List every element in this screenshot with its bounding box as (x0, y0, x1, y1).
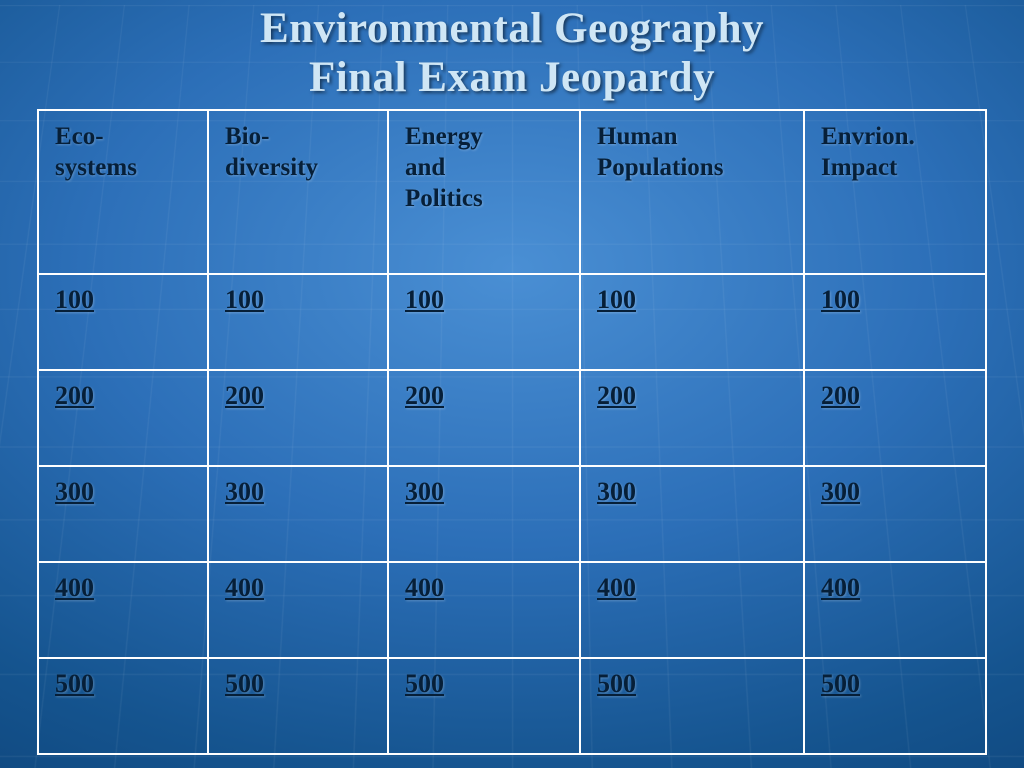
cell-energy-300[interactable]: 300 (405, 477, 444, 506)
page-title: Environmental Geography Final Exam Jeopa… (260, 4, 764, 103)
value-row-500: 500 500 500 500 500 (38, 658, 986, 754)
cell-impact-400[interactable]: 400 (821, 573, 860, 602)
category-row: Eco- systems Bio- diversity Energy and P… (38, 110, 986, 274)
cell-energy-200[interactable]: 200 (405, 381, 444, 410)
category-header-biodiversity: Bio- diversity (208, 110, 388, 274)
cell-human-100[interactable]: 100 (597, 285, 636, 314)
cell-human-200[interactable]: 200 (597, 381, 636, 410)
cell-impact-500[interactable]: 500 (821, 669, 860, 698)
cell-energy-500[interactable]: 500 (405, 669, 444, 698)
cell-biodiversity-500[interactable]: 500 (225, 669, 264, 698)
cell-ecosystems-100[interactable]: 100 (55, 285, 94, 314)
cell-impact-300[interactable]: 300 (821, 477, 860, 506)
cell-biodiversity-400[interactable]: 400 (225, 573, 264, 602)
cell-biodiversity-300[interactable]: 300 (225, 477, 264, 506)
cell-impact-200[interactable]: 200 (821, 381, 860, 410)
title-line-1: Environmental Geography (260, 5, 764, 52)
value-row-300: 300 300 300 300 300 (38, 466, 986, 562)
value-row-100: 100 100 100 100 100 (38, 274, 986, 370)
cell-ecosystems-500[interactable]: 500 (55, 669, 94, 698)
cell-ecosystems-300[interactable]: 300 (55, 477, 94, 506)
category-header-energy-politics: Energy and Politics (388, 110, 580, 274)
cell-energy-100[interactable]: 100 (405, 285, 444, 314)
cell-human-400[interactable]: 400 (597, 573, 636, 602)
jeopardy-slide: Environmental Geography Final Exam Jeopa… (0, 0, 1024, 768)
title-line-2: Final Exam Jeopardy (309, 54, 715, 101)
board-body: 100 100 100 100 100 200 200 200 200 200 … (38, 274, 986, 754)
cell-impact-100[interactable]: 100 (821, 285, 860, 314)
cell-energy-400[interactable]: 400 (405, 573, 444, 602)
cell-biodiversity-100[interactable]: 100 (225, 285, 264, 314)
category-header-environmental-impact: Envrion. Impact (804, 110, 986, 274)
cell-human-300[interactable]: 300 (597, 477, 636, 506)
cell-human-500[interactable]: 500 (597, 669, 636, 698)
cell-biodiversity-200[interactable]: 200 (225, 381, 264, 410)
value-row-200: 200 200 200 200 200 (38, 370, 986, 466)
value-row-400: 400 400 400 400 400 (38, 562, 986, 658)
cell-ecosystems-400[interactable]: 400 (55, 573, 94, 602)
category-header-human-populations: Human Populations (580, 110, 804, 274)
cell-ecosystems-200[interactable]: 200 (55, 381, 94, 410)
jeopardy-board: Eco- systems Bio- diversity Energy and P… (37, 109, 987, 755)
category-header-ecosystems: Eco- systems (38, 110, 208, 274)
